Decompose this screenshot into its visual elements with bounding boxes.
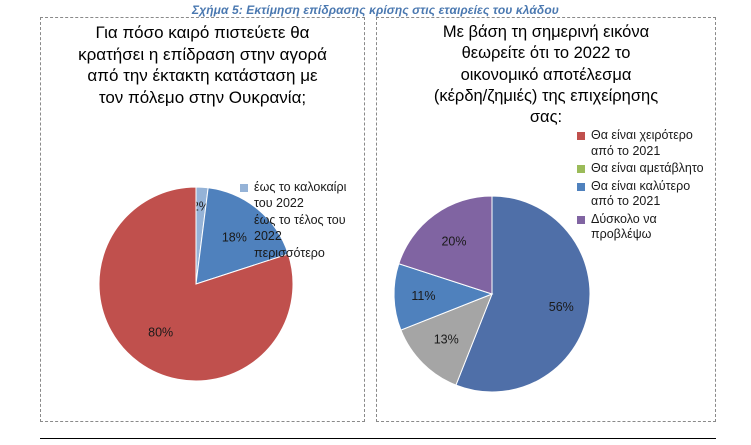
legend-label: Θα είναι καλύτερο από το 2021 <box>591 178 691 209</box>
legend-label: έως το τέλος του 2022 <box>254 213 346 243</box>
pie-slice <box>195 187 289 285</box>
left-chart-panel: Για πόσο καιρό πιστεύετε θα κρατήσει η ε… <box>40 17 365 422</box>
right-chart-panel: Με βάση τη σημερινή εικόνα θεωρείτε ότι … <box>376 17 716 422</box>
legend-label: Δύσκολο να προβλέψω <box>591 211 657 242</box>
pie-slice <box>398 195 493 295</box>
pie-slice <box>400 293 493 386</box>
legend-item: έως το καλοκαίρι του 2022 <box>240 180 365 211</box>
slice-value-label: 13% <box>434 333 459 347</box>
pie-slice <box>393 263 494 331</box>
left-chart-legend: έως το καλοκαίρι του 2022 έως το τέλος τ… <box>240 180 365 264</box>
bottom-rule <box>40 438 716 439</box>
slice-value-label: 80% <box>148 326 173 340</box>
legend-label: έως το καλοκαίρι του 2022 <box>254 180 347 210</box>
legend-swatch <box>577 165 585 173</box>
slice-value-label: 18% <box>222 231 247 245</box>
left-chart-title: Για πόσο καιρό πιστεύετε θα κρατήσει η ε… <box>78 23 327 107</box>
slice-value-label: 11% <box>411 289 435 303</box>
legend-swatch <box>577 182 585 191</box>
left-pie-chart: 2%18%80% <box>98 186 294 382</box>
legend-swatch <box>240 184 248 192</box>
legend-item: Θα είναι αμετάβλητο <box>577 161 715 177</box>
right-chart-title: Με βάση τη σημερινή εικόνα θεωρείτε ότι … <box>433 23 659 127</box>
right-chart-legend: Θα είναι χειρότερο από το 2021 Θα είναι … <box>577 128 715 245</box>
slice-value-label: 20% <box>441 235 466 249</box>
legend-item: Θα είναι καλύτερο από το 2021 <box>577 179 715 210</box>
legend-item: Θα είναι χειρότερο από το 2021 <box>577 128 715 159</box>
legend-label: Θα είναι χειρότερο από το 2021 <box>591 128 693 158</box>
legend-item: έως το τέλος του 2022 <box>240 213 365 244</box>
legend-label: περισσότερο <box>254 246 325 260</box>
legend-item: περισσότερο <box>240 246 365 262</box>
slice-value-label: 56% <box>549 300 574 314</box>
legend-label: Θα είναι αμετάβλητο <box>591 161 704 175</box>
right-pie-chart: 56% 13% 11% 20% <box>393 195 591 393</box>
legend-swatch <box>240 217 248 225</box>
figure-caption: Σχήμα 5: Εκτίμηση επίδρασης κρίσης στις … <box>192 3 559 17</box>
pie-slice <box>98 186 294 382</box>
legend-item: Δύσκολο να προβλέψω <box>577 212 715 243</box>
pie-slice <box>455 195 591 393</box>
legend-swatch <box>577 215 585 224</box>
legend-swatch <box>577 132 585 140</box>
